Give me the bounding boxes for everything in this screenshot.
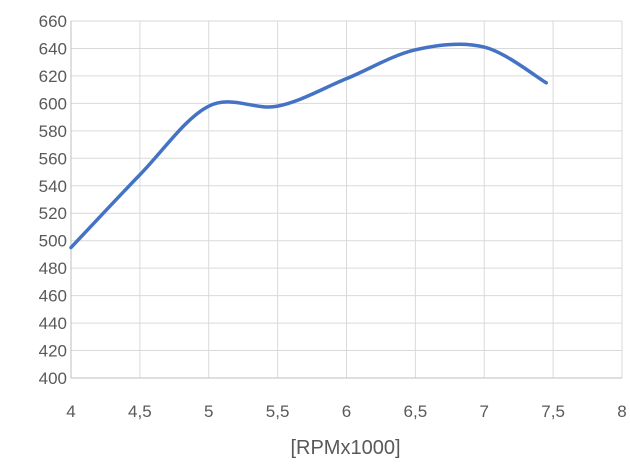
tick-labels: 400 420 440 460 480 500 520 540 560 580 600 620 640 6… [39,12,627,421]
x-tick-label: 7 [480,402,489,421]
y-tick-label: 540 [39,177,67,196]
x-tick-label: 4 [66,402,75,421]
x-axis-title: [RPMx1000] [290,437,400,459]
y-tick-label: 480 [39,259,67,278]
y-tick-label: 440 [39,314,67,333]
y-tick-label: 500 [39,232,67,251]
x-tick-label: 5,5 [266,402,290,421]
x-tick-label: 6,5 [404,402,428,421]
series-layer [69,42,548,250]
y-tick-label: 600 [39,94,67,113]
y-tick-label: 560 [39,149,67,168]
x-tick-label: 8 [617,402,626,421]
x-tick-label: 5 [204,402,213,421]
y-tick-label: 580 [39,122,67,141]
series-line-0 [69,42,548,250]
gridlines [71,20,623,378]
y-tick-label: 420 [39,342,67,361]
x-tick-label: 4,5 [128,402,152,421]
y-tick-label: 520 [39,204,67,223]
y-tick-label: 460 [39,287,67,306]
y-tick-label: 400 [39,369,67,388]
axes [70,21,622,379]
x-tick-label: 6 [342,402,351,421]
y-tick-label: 660 [39,12,67,31]
y-tick-label: 640 [39,39,67,58]
x-tick-label: 7,5 [541,402,565,421]
y-tick-label: 620 [39,67,67,86]
